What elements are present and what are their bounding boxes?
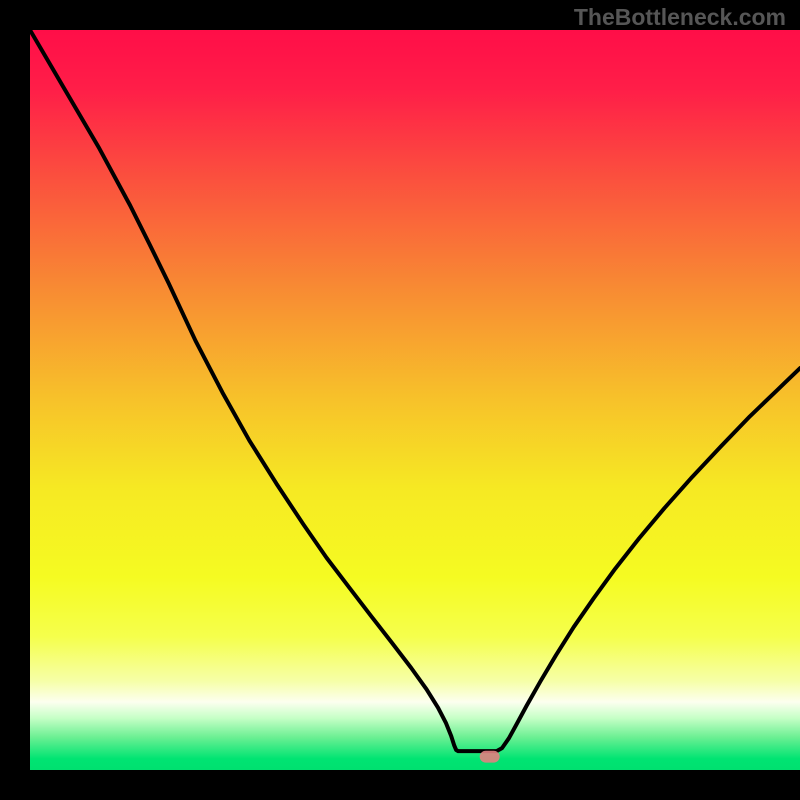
plot-background xyxy=(30,30,800,770)
bottleneck-chart xyxy=(0,0,800,800)
chart-frame: TheBottleneck.com xyxy=(0,0,800,800)
optimum-marker xyxy=(480,751,500,763)
watermark-text: TheBottleneck.com xyxy=(574,4,786,31)
